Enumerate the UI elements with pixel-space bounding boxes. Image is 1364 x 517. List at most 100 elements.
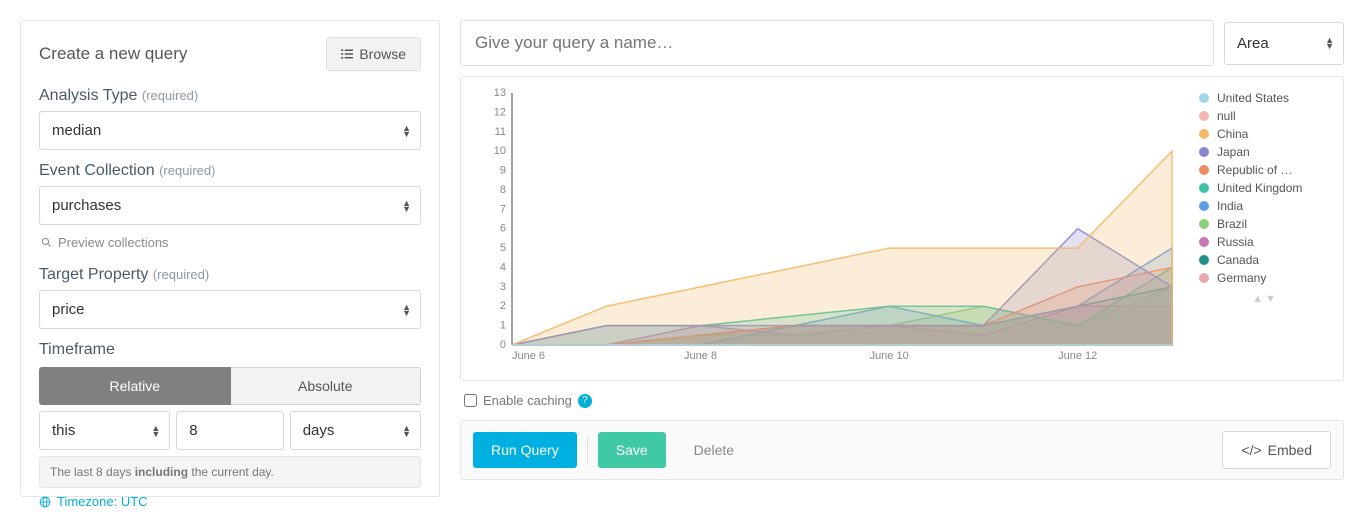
analysis-type-group: Analysis Type (required) ▲▼: [39, 87, 421, 150]
timeframe-scope-select[interactable]: [39, 411, 170, 450]
delete-button[interactable]: Delete: [676, 432, 752, 468]
code-icon: </>: [1241, 442, 1261, 458]
event-collection-select[interactable]: [39, 186, 421, 225]
svg-text:8: 8: [500, 184, 506, 196]
area-chart: 012345678910111213June 6June 8June 10Jun…: [475, 87, 1189, 367]
browse-button[interactable]: Browse: [326, 37, 421, 71]
tab-relative[interactable]: Relative: [39, 367, 231, 405]
query-builder-panel: Create a new query Browse Analysis Type …: [20, 20, 440, 497]
event-collection-req: (required): [159, 163, 215, 178]
svg-text:12: 12: [494, 106, 506, 118]
analysis-type-select[interactable]: [39, 111, 421, 150]
embed-button[interactable]: </> Embed: [1222, 431, 1331, 469]
legend-dot: [1199, 93, 1209, 103]
divider: [587, 436, 588, 464]
svg-text:June 10: June 10: [870, 350, 909, 362]
save-button[interactable]: Save: [598, 432, 666, 468]
legend-label: Republic of …: [1217, 163, 1292, 177]
svg-text:5: 5: [500, 242, 506, 254]
legend-item[interactable]: China: [1199, 127, 1329, 141]
panel-title: Create a new query: [39, 44, 187, 64]
legend-nav[interactable]: ▲▼: [1199, 293, 1329, 305]
results-panel: ▲▼ 012345678910111213June 6June 8June 10…: [460, 20, 1344, 497]
svg-text:11: 11: [495, 126, 506, 138]
target-property-group: Target Property (required) ▲▼: [39, 266, 421, 329]
svg-text:9: 9: [500, 165, 506, 177]
legend-item[interactable]: United States: [1199, 91, 1329, 105]
help-icon[interactable]: ?: [578, 394, 592, 408]
timezone-link[interactable]: Timezone: UTC: [39, 494, 421, 509]
legend-dot: [1199, 111, 1209, 121]
legend-dot: [1199, 147, 1209, 157]
legend-item[interactable]: Russia: [1199, 235, 1329, 249]
legend-item[interactable]: Japan: [1199, 145, 1329, 159]
browse-label: Browse: [359, 46, 406, 62]
svg-text:6: 6: [500, 223, 506, 235]
legend-label: Germany: [1217, 271, 1266, 285]
svg-text:June 8: June 8: [684, 350, 717, 362]
svg-text:4: 4: [500, 261, 506, 273]
timeframe-amount-input[interactable]: [176, 411, 283, 450]
legend-label: Russia: [1217, 235, 1254, 249]
tf-desc-suffix: the current day.: [188, 465, 274, 479]
svg-text:0: 0: [500, 339, 506, 351]
legend-label: China: [1217, 127, 1248, 141]
analysis-type-req: (required): [142, 88, 198, 103]
legend-label: United States: [1217, 91, 1289, 105]
legend-item[interactable]: Brazil: [1199, 217, 1329, 231]
svg-text:7: 7: [500, 203, 506, 215]
legend-label: Canada: [1217, 253, 1259, 267]
timeframe-description: The last 8 days including the current da…: [39, 456, 421, 488]
target-property-select[interactable]: [39, 290, 421, 329]
event-collection-group: Event Collection (required) ▲▼ Preview c…: [39, 162, 421, 254]
legend-dot: [1199, 201, 1209, 211]
timeframe-group: Timeframe Relative Absolute ▲▼ ▲▼: [39, 341, 421, 509]
timeframe-label: Timeframe: [39, 341, 421, 359]
svg-text:2: 2: [500, 300, 506, 312]
legend-label: United Kingdom: [1217, 181, 1302, 195]
chart-card: 012345678910111213June 6June 8June 10Jun…: [460, 76, 1344, 381]
legend-dot: [1199, 273, 1209, 283]
svg-text:June 12: June 12: [1058, 350, 1097, 362]
legend-item[interactable]: Germany: [1199, 271, 1329, 285]
svg-text:13: 13: [494, 87, 506, 99]
enable-caching-checkbox[interactable]: [464, 394, 477, 407]
legend-label: Brazil: [1217, 217, 1247, 231]
svg-text:3: 3: [500, 281, 506, 293]
chart-type-select[interactable]: [1224, 22, 1344, 65]
legend-label: null: [1217, 109, 1236, 123]
chevron-down-icon: ▼: [1265, 293, 1276, 305]
embed-label: Embed: [1268, 442, 1312, 458]
legend-item[interactable]: null: [1199, 109, 1329, 123]
legend-item[interactable]: Canada: [1199, 253, 1329, 267]
analysis-type-label: Analysis Type: [39, 87, 137, 104]
target-property-req: (required): [153, 267, 209, 282]
timeframe-unit-select[interactable]: [290, 411, 421, 450]
legend-dot: [1199, 255, 1209, 265]
preview-collections-label: Preview collections: [58, 235, 169, 250]
timezone-label: Timezone: UTC: [57, 494, 148, 509]
legend-dot: [1199, 237, 1209, 247]
legend-item[interactable]: Republic of …: [1199, 163, 1329, 177]
preview-collections-link[interactable]: Preview collections: [39, 231, 421, 254]
legend-dot: [1199, 165, 1209, 175]
svg-text:10: 10: [494, 145, 506, 157]
legend-item[interactable]: United Kingdom: [1199, 181, 1329, 195]
chevron-up-icon: ▲: [1252, 293, 1263, 305]
enable-caching-label: Enable caching: [483, 393, 572, 408]
tab-absolute[interactable]: Absolute: [231, 367, 422, 405]
list-icon: [341, 48, 353, 60]
legend-dot: [1199, 219, 1209, 229]
query-name-input[interactable]: [460, 20, 1214, 66]
legend-dot: [1199, 129, 1209, 139]
run-query-button[interactable]: Run Query: [473, 432, 577, 468]
search-icon: [41, 237, 52, 248]
legend-item[interactable]: India: [1199, 199, 1329, 213]
chart-legend: United States null China Japan Republic of ……: [1199, 87, 1329, 370]
svg-text:1: 1: [500, 320, 506, 332]
globe-icon: [39, 496, 51, 508]
tf-desc-prefix: The last 8 days: [50, 465, 135, 479]
action-bar: Run Query Save Delete </> Embed: [460, 420, 1344, 480]
legend-label: India: [1217, 199, 1243, 213]
legend-dot: [1199, 183, 1209, 193]
